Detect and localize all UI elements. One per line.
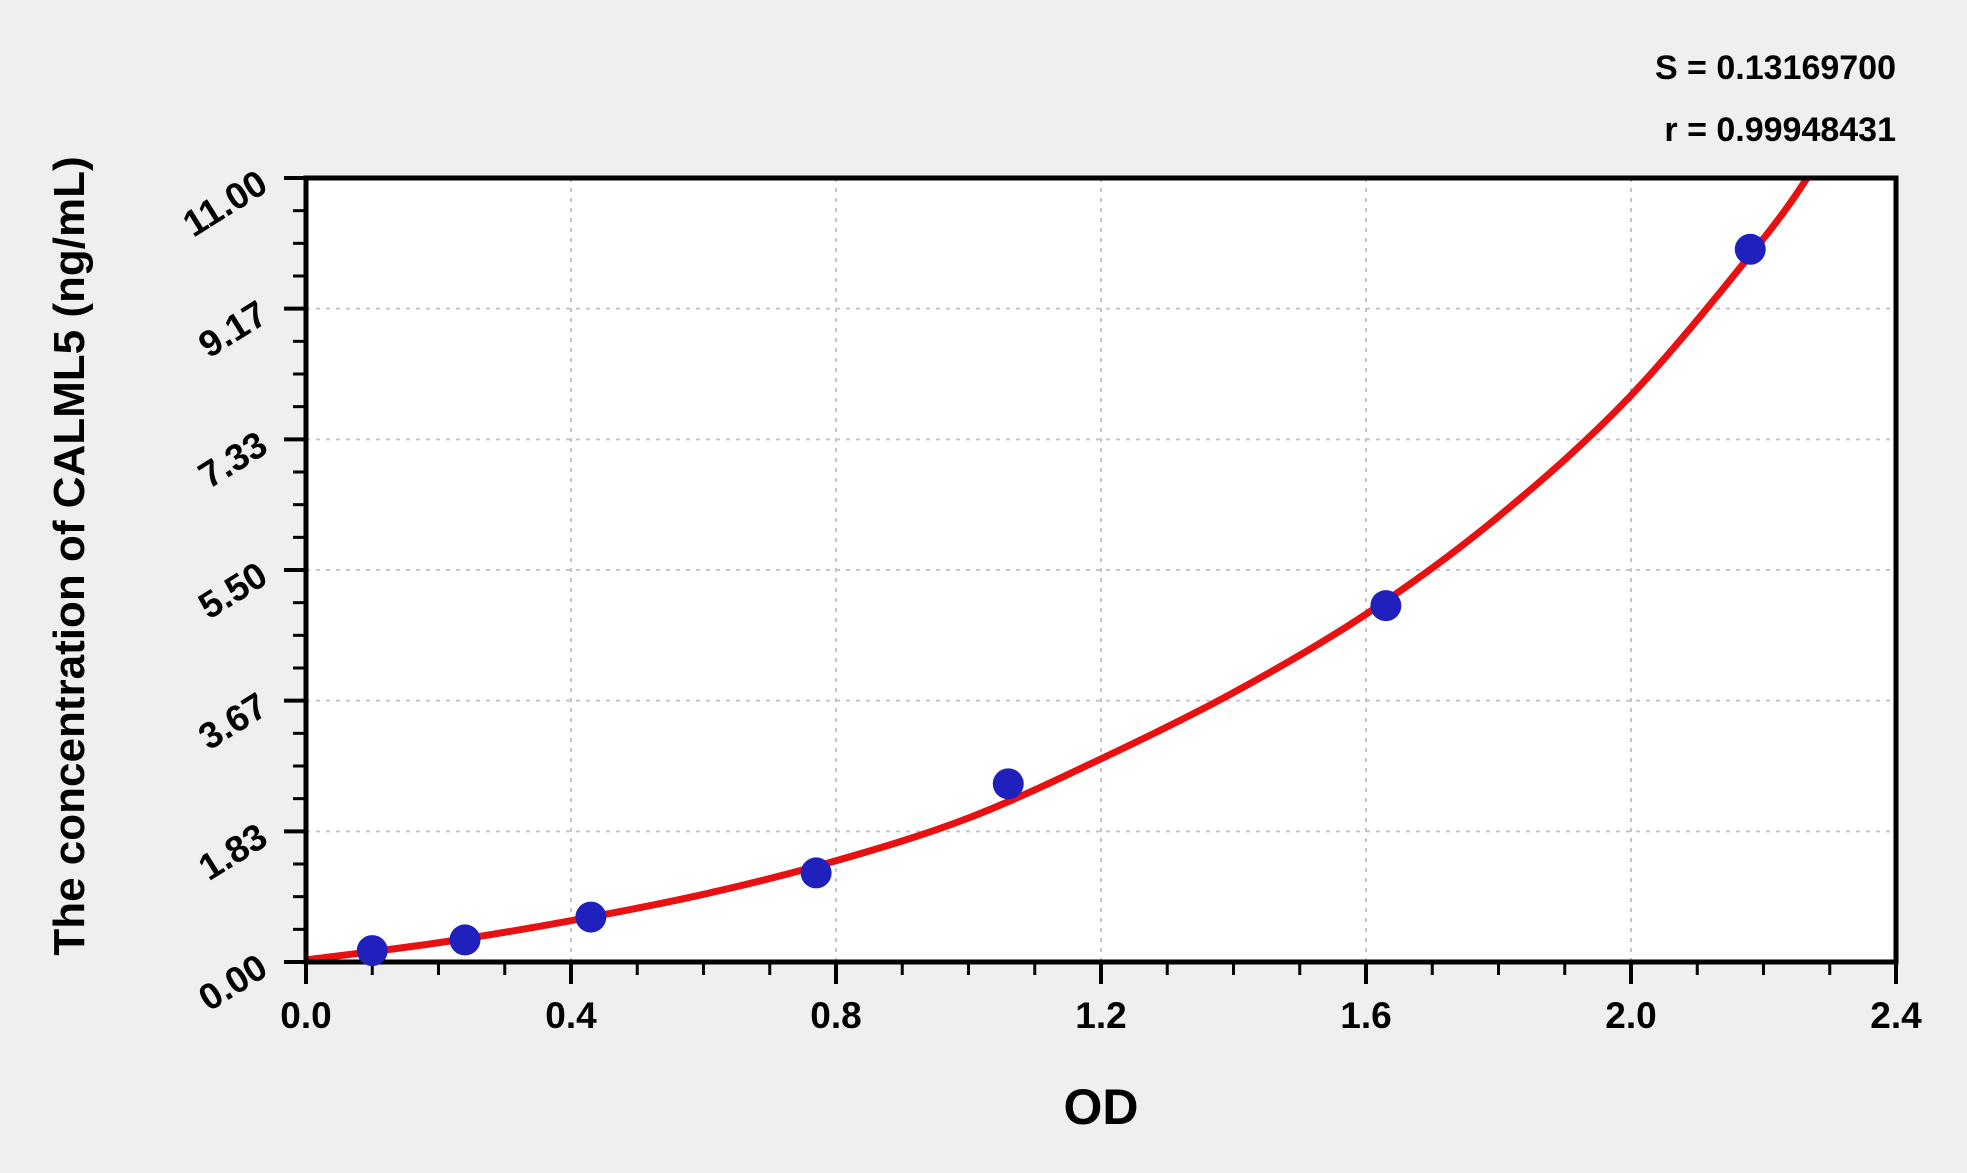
fit-statistics: S = 0.13169700 r = 0.99948431 (1655, 38, 1896, 162)
y-tick-label: 1.83 (191, 815, 274, 888)
data-point (1370, 590, 1402, 622)
y-tick-label: 3.67 (191, 685, 274, 758)
y-tick-label: 0.00 (191, 946, 274, 1019)
r-value-text: r = 0.99948431 (1664, 110, 1896, 149)
data-point (992, 768, 1024, 800)
x-tick-label: 1.6 (1340, 995, 1391, 1036)
x-tick-label: 0.0 (280, 995, 331, 1036)
plot-border (303, 175, 1899, 965)
data-point (449, 924, 481, 956)
x-axis-title: OD (1063, 1079, 1139, 1135)
data-point (800, 857, 832, 889)
data-point (575, 901, 607, 933)
x-tick-label: 2.0 (1605, 995, 1656, 1036)
x-tick-label: 0.8 (810, 995, 861, 1036)
data-point (356, 935, 388, 967)
s-value-text: S = 0.13169700 (1654, 49, 1896, 87)
y-tick-label: 7.33 (191, 423, 274, 496)
y-tick-label: 9.17 (191, 293, 274, 366)
fit-curve-line (306, 178, 1812, 962)
y-axis-title: The concentration of CALML5 (ng/mL) (45, 156, 94, 956)
x-tick-label: 0.4 (545, 995, 597, 1036)
x-tick-label: 2.4 (1870, 995, 1922, 1036)
data-point (1734, 233, 1766, 265)
y-tick-label: 5.50 (191, 554, 274, 627)
x-tick-label: 1.2 (1075, 995, 1126, 1036)
y-tick-label: 11.00 (176, 162, 275, 245)
